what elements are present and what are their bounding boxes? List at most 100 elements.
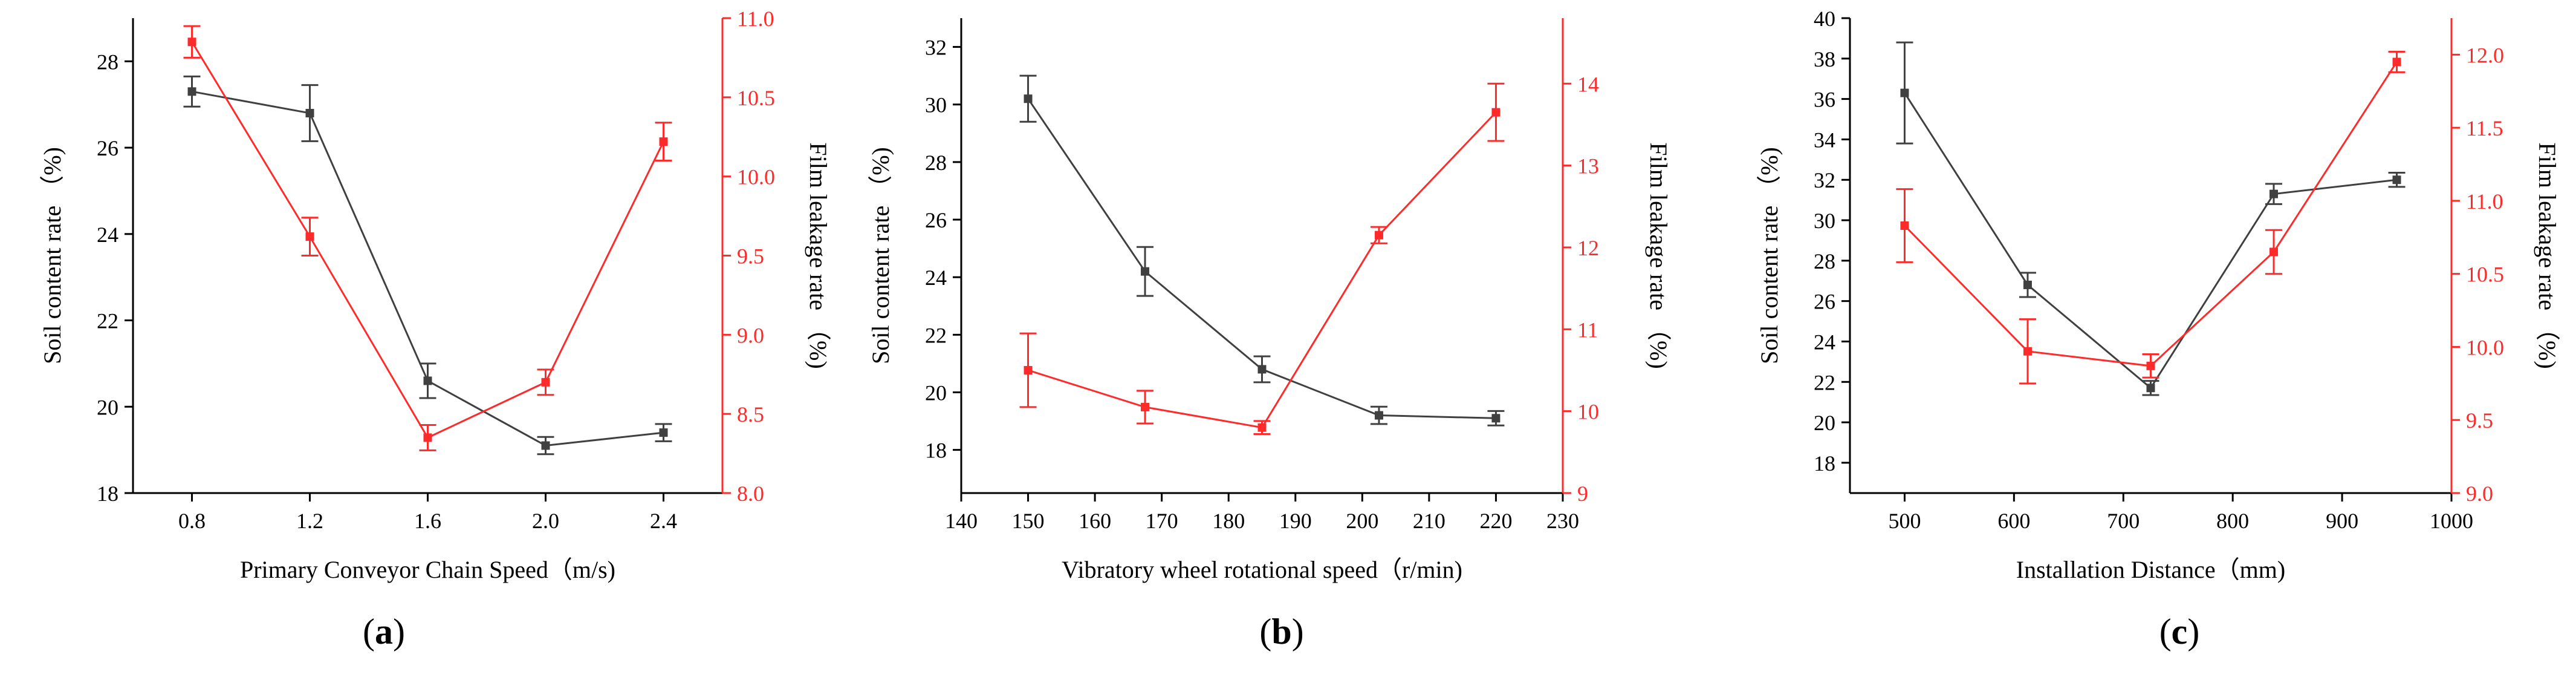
y-right-tick-label: 10.5	[2466, 263, 2504, 287]
y-left-tick-label: 22	[97, 309, 118, 333]
x-axis-title: Vibratory wheel rotational speed（r/min)	[1062, 556, 1462, 583]
y-left-axis-title: Soil content rate （%)	[39, 147, 66, 364]
y-left-axis-title: Soil content rate （%)	[1756, 147, 1783, 364]
y-left-tick-label: 20	[97, 395, 118, 419]
data-point	[305, 109, 314, 117]
data-point	[541, 378, 550, 387]
chart-panel-a: 0.8 1.2 1.6 2.0 2.4 18 20 22 24 26 28 8.0 8.5 9.0 9.5 1…	[39, 7, 832, 583]
data-point	[659, 428, 668, 437]
x-tick-label: 170	[1146, 509, 1178, 533]
y-left-tick-label: 18	[1814, 451, 1835, 476]
data-point	[2146, 361, 2155, 370]
panel-label-b: (b)	[1259, 612, 1304, 652]
y-right-tick-label: 12	[1577, 236, 1599, 260]
data-point	[1141, 402, 1150, 411]
y-left-tick-label: 26	[97, 136, 118, 160]
series-line-right	[1904, 61, 2398, 367]
data-point	[2023, 280, 2032, 289]
x-tick-label: 2.0	[532, 509, 559, 533]
data-point	[1257, 365, 1267, 374]
data-point	[423, 376, 432, 385]
x-tick-label: 800	[2216, 509, 2249, 533]
data-point	[1374, 411, 1383, 420]
y-left-tick-label: 30	[925, 93, 947, 117]
x-tick-label: 900	[2326, 509, 2358, 533]
x-tick-label: 150	[1012, 509, 1045, 533]
data-point	[2146, 384, 2155, 393]
y-right-tick-label: 9.0	[737, 323, 764, 347]
y-right-tick-label: 11.0	[737, 7, 774, 31]
y-left-tick-label: 20	[925, 381, 947, 405]
x-tick-label: 2.4	[650, 509, 677, 533]
y-right-axis-title: Film leakage rate （%)	[2534, 142, 2561, 368]
x-tick-label: 190	[1279, 509, 1312, 533]
data-point	[1024, 94, 1033, 103]
y-left-tick-label: 24	[925, 266, 947, 290]
x-tick-label: 180	[1212, 509, 1245, 533]
y-left-tick-label: 34	[1814, 128, 1835, 152]
data-point	[541, 441, 550, 450]
y-left-tick-label: 26	[925, 208, 947, 232]
x-axis-title: Primary Conveyor Chain Speed（m/s)	[240, 556, 615, 583]
y-right-tick-label: 13	[1577, 154, 1599, 178]
y-right-tick-label: 9	[1577, 482, 1588, 506]
data-point	[1024, 365, 1033, 374]
data-point	[2392, 175, 2401, 185]
y-right-tick-label: 11	[1577, 318, 1598, 342]
y-right-tick-label: 9.0	[2466, 482, 2493, 506]
x-tick-label: 200	[1346, 509, 1378, 533]
y-left-tick-label: 24	[97, 223, 118, 247]
x-tick-label: 140	[945, 509, 978, 533]
series-line-left	[1904, 92, 2397, 390]
y-right-tick-label: 9.5	[737, 244, 764, 269]
y-left-tick-label: 24	[1814, 330, 1835, 354]
data-point	[1374, 230, 1383, 240]
y-left-tick-label: 22	[1814, 370, 1835, 394]
panel-label-a: (a)	[363, 612, 405, 652]
y-right-axis-title: Film leakage rate （%)	[1645, 142, 1672, 368]
x-tick-label: 210	[1413, 509, 1445, 533]
data-point	[1900, 88, 1909, 97]
x-tick-label: 160	[1079, 509, 1111, 533]
y-left-tick-label: 36	[1814, 88, 1835, 112]
x-tick-label: 230	[1546, 509, 1579, 533]
y-left-tick-label: 22	[925, 323, 947, 347]
data-point	[659, 137, 668, 146]
x-tick-label: 1.6	[414, 509, 441, 533]
data-point	[1491, 414, 1501, 423]
data-point	[1491, 108, 1501, 117]
y-left-tick-label: 38	[1814, 47, 1835, 71]
data-point	[305, 232, 314, 241]
y-right-tick-label: 10	[1577, 400, 1599, 424]
data-point	[2269, 247, 2279, 257]
y-left-tick-label: 32	[925, 36, 947, 60]
y-right-tick-label: 11.5	[2466, 116, 2503, 140]
x-tick-label: 1000	[2430, 509, 2473, 533]
x-tick-label: 220	[1479, 509, 1512, 533]
y-left-tick-label: 28	[97, 50, 118, 74]
y-left-tick-label: 30	[1814, 209, 1835, 233]
y-right-tick-label: 10.0	[2466, 335, 2504, 359]
panel-label-c: (c)	[2159, 612, 2200, 652]
y-right-tick-label: 8.0	[737, 482, 764, 506]
x-tick-label: 700	[2107, 509, 2140, 533]
y-left-tick-label: 20	[1814, 411, 1835, 435]
data-point	[2023, 347, 2032, 356]
data-point	[2392, 57, 2401, 67]
y-right-tick-label: 10.0	[737, 165, 775, 189]
data-point	[2269, 189, 2279, 198]
y-right-tick-label: 11.0	[2466, 189, 2503, 214]
y-left-tick-label: 40	[1814, 7, 1835, 31]
x-tick-label: 500	[1888, 509, 1921, 533]
y-left-tick-label: 28	[925, 151, 947, 175]
x-tick-label: 0.8	[178, 509, 206, 533]
x-tick-label: 1.2	[296, 509, 323, 533]
chart-panel-b: 140 150 160 170 180 190 200 210 220 230 18 20 22 24 26…	[867, 18, 1672, 583]
data-point	[187, 87, 196, 96]
y-left-tick-label: 18	[97, 482, 118, 506]
y-left-tick-label: 28	[1814, 249, 1835, 273]
y-right-tick-label: 12.0	[2466, 43, 2504, 67]
data-point	[423, 433, 432, 442]
y-left-tick-label: 32	[1814, 168, 1835, 192]
